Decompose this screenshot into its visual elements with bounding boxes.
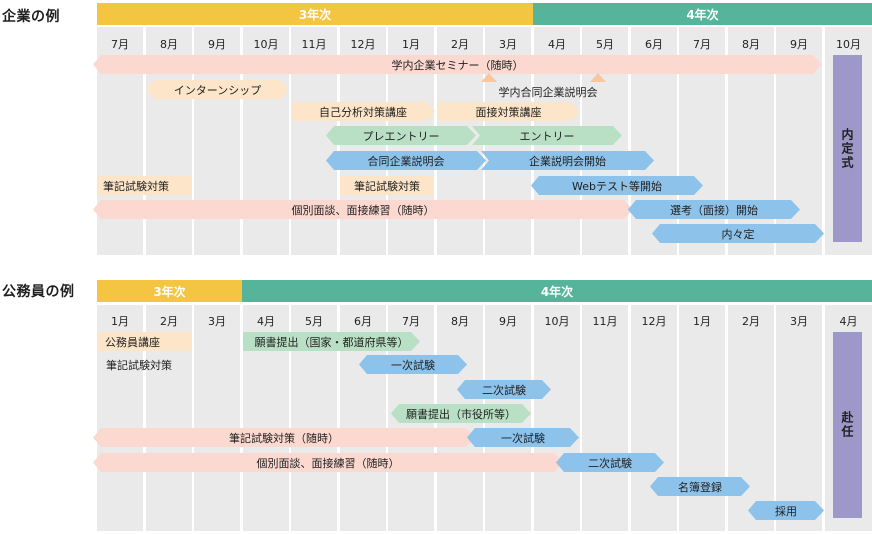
month-label: 6月 [645, 38, 663, 51]
month-label: 3月 [790, 315, 808, 328]
public-column [582, 305, 628, 531]
month-label: 10月 [544, 315, 570, 328]
internship-bar: インターンシップ [146, 80, 289, 99]
month-label: 8月 [742, 38, 760, 51]
month-label: 8月 [451, 315, 469, 328]
month-label: 8月 [160, 38, 178, 51]
second-exam-national-bar: 二次試験 [457, 380, 551, 399]
month-label: 2月 [451, 38, 469, 51]
selection-start-bar: 選考（面接）開始 [628, 200, 800, 219]
first-exam-city-bar: 一次試験 [467, 428, 579, 447]
month-label: 1月 [693, 315, 711, 328]
month-label: 3月 [499, 38, 517, 51]
public-year-4-bar: 4年次 [242, 280, 872, 302]
joint-briefing-bar: 合同企業説明会 [326, 151, 486, 170]
month-label: 12月 [350, 38, 376, 51]
public-year-3-bar: 3年次 [97, 280, 242, 302]
offer-ceremony-box: 内定式 [833, 55, 862, 242]
month-label: 3月 [208, 315, 226, 328]
month-label: 4月 [257, 315, 275, 328]
individual-interview-bar: 個別面談、面接練習（随時） [93, 200, 633, 219]
entry-bar: エントリー [472, 126, 622, 145]
public-column [679, 305, 725, 531]
month-label: 9月 [790, 38, 808, 51]
month-label: 4月 [839, 315, 858, 328]
campus-briefing-marker-2 [590, 73, 606, 82]
assignment-box: 赴任 [833, 332, 862, 518]
month-label: 2月 [160, 315, 178, 328]
month-label: 10月 [253, 38, 279, 51]
month-label: 9月 [499, 315, 517, 328]
public-column [728, 305, 774, 531]
civil-service-course-bar: 公務員講座 [97, 332, 192, 351]
public-column [534, 305, 580, 531]
public-column [194, 305, 240, 531]
month-label: 5月 [596, 38, 614, 51]
campus-briefing-marker-1 [481, 73, 497, 82]
month-label: 1月 [111, 315, 129, 328]
month-label: 6月 [354, 315, 372, 328]
campus-joint-briefing-label: 学内合同企業説明会 [498, 85, 598, 99]
month-label: 7月 [111, 38, 129, 51]
month-label: 11月 [592, 315, 618, 328]
public-column [776, 305, 822, 531]
corporate-year-4-bar: 4年次 [533, 3, 872, 25]
informal-offer-bar: 内々定 [652, 224, 824, 243]
application-city-bar: 願書提出（市役所等） [391, 404, 531, 423]
application-national-bar: 願書提出（国家・都道府県等） [243, 332, 420, 351]
public-column [631, 305, 677, 531]
individual-interview-public-bar: 個別面談、面接練習（随時） [93, 453, 563, 472]
month-label: 4月 [548, 38, 566, 51]
written-test-prep-bar-2: 筆記試験対策 [340, 176, 434, 195]
month-label: 5月 [305, 315, 323, 328]
public-section-title: 公務員の例 [2, 284, 75, 300]
interview-course-bar: 面接対策講座 [437, 102, 580, 121]
corporate-section-title: 企業の例 [2, 9, 60, 25]
pre-entry-bar: プレエントリー [326, 126, 476, 145]
month-label: 10月 [836, 38, 861, 51]
web-test-start-bar: Webテスト等開始 [531, 176, 703, 195]
company-briefing-start-bar: 企業説明会開始 [481, 151, 654, 170]
month-label: 12月 [641, 315, 667, 328]
month-label: 7月 [402, 315, 420, 328]
written-prep-label: 筆記試験対策 [106, 358, 172, 372]
written-prep-ongoing-bar: 筆記試験対策（随時） [93, 428, 475, 447]
list-registration-bar: 名簿登録 [650, 477, 750, 496]
month-label: 7月 [693, 38, 711, 51]
first-exam-national-bar: 一次試験 [359, 355, 467, 374]
month-label: 11月 [301, 38, 327, 51]
month-label: 9月 [208, 38, 226, 51]
hiring-bar: 採用 [748, 501, 824, 520]
corporate-year-3-bar: 3年次 [97, 3, 533, 25]
month-label: 1月 [402, 38, 420, 51]
written-test-prep-bar-1: 筆記試験対策 [97, 176, 192, 195]
second-exam-city-bar: 二次試験 [556, 453, 664, 472]
self-analysis-course-bar: 自己分析対策講座 [291, 102, 435, 121]
campus-seminar-bar: 学内企業セミナー（随時） [93, 55, 822, 74]
month-label: 2月 [742, 315, 760, 328]
